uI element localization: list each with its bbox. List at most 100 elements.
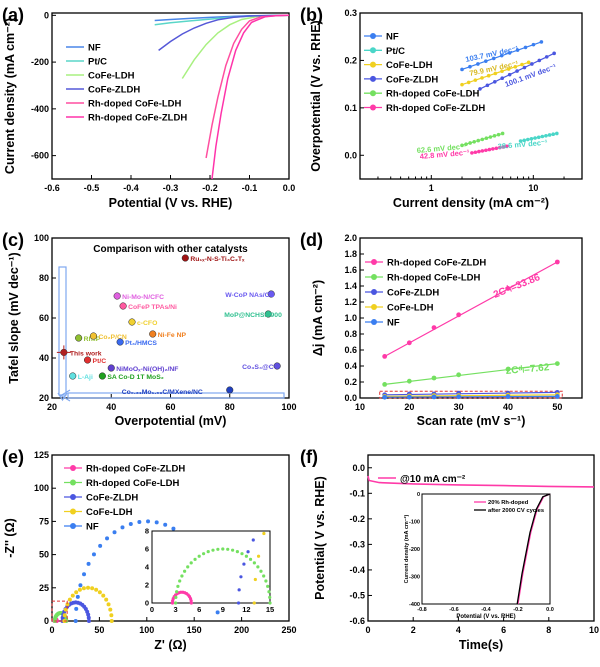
y-tick-label: 0.2 (344, 377, 357, 387)
data-point (107, 364, 115, 372)
data-point (101, 593, 106, 598)
y-tick-label: 80 (39, 273, 49, 283)
inset-data-point (189, 561, 193, 565)
data-point (486, 73, 491, 78)
y-tick-label: 0.3 (344, 8, 357, 18)
inset-y-tick-label: 0 (145, 599, 149, 608)
inset-data-point (180, 574, 184, 578)
x-tick-label: 0.0 (283, 183, 296, 193)
inset-data-point (242, 562, 246, 566)
legend-label: Rh-doped CoFe-ZLDH (387, 258, 486, 269)
inset-data-point (202, 552, 206, 556)
inset-data-point (259, 569, 263, 573)
chart-title: Comparison with other catalysts (93, 244, 248, 255)
data-point (513, 64, 518, 69)
panel-a: -0.6 -0.5 -0.4 -0.3 -0.2 -0.1 0.0 0 -200 -400 -600… (2, 5, 295, 210)
data-point (146, 519, 151, 524)
data-point (149, 330, 157, 338)
inset-data-point (235, 550, 239, 554)
data-point (163, 522, 168, 527)
inset-data-point (183, 569, 187, 573)
data-point (91, 552, 96, 557)
inset-y-tick-label: -400 (409, 602, 420, 608)
data-point (466, 80, 471, 85)
inset-legend-label: after 2000 CV cycles (488, 508, 544, 514)
inset-data-point (252, 601, 256, 605)
inset-data-point (253, 577, 257, 582)
data-point (86, 561, 91, 566)
data-point (505, 366, 511, 372)
y-tick-label: 0.8 (344, 329, 357, 339)
legend-label: Pt/C (386, 46, 405, 57)
y-tick-label: 0 (44, 10, 49, 20)
legend-marker (70, 508, 76, 515)
x-axis-label: Scan rate (mV s⁻¹) (417, 414, 526, 428)
inset-y-tick-label: -200 (409, 547, 420, 553)
data-point (491, 56, 496, 61)
data-point (473, 78, 478, 82)
data-point (492, 134, 497, 138)
x-axis-label: Z' (Ω) (154, 638, 186, 652)
inset-x-tick-label: 3 (174, 605, 178, 614)
y-axis-label: Potential( V vs. RHE) (313, 476, 327, 600)
data-point (526, 60, 531, 65)
legend-label: NF (88, 43, 101, 54)
data-point (537, 58, 542, 63)
y-tick-label: 1.8 (344, 249, 357, 259)
point-label: MoP@NCHSs-900 (224, 312, 282, 319)
inset-data-point (256, 565, 260, 569)
y-tick-label: 1.0 (344, 313, 357, 323)
legend-label: Rh-doped CoFe-ZLDH (86, 464, 185, 475)
inset-y-tick-label: 8 (145, 527, 149, 536)
inset-data-point (268, 601, 272, 605)
vertical-arrow (58, 266, 67, 396)
legend-label: @10 mA cm⁻² (400, 474, 466, 485)
legend-label: Rh-doped CoFe-LDH (86, 478, 180, 489)
y-tick-label: 0.0 (352, 463, 365, 473)
panel-label: (e) (2, 447, 24, 467)
legend-marker (70, 494, 76, 500)
y-tick-label: 100 (34, 483, 49, 493)
legend-marker (370, 90, 376, 97)
legend-label: CoFe-LDH (387, 303, 434, 314)
data-point (500, 76, 505, 81)
data-point (505, 286, 511, 291)
data-point (431, 325, 437, 330)
data-point (540, 134, 545, 139)
y-tick-label: 0.2 (344, 55, 357, 65)
point-label: W-CoP NAs/CC (225, 292, 274, 299)
point-label: c-CFO (137, 320, 157, 327)
data-point (215, 610, 220, 615)
y-tick-label: 1.4 (344, 281, 357, 291)
inset-data-point (174, 595, 178, 599)
data-point (488, 135, 493, 139)
data-point (470, 151, 474, 155)
x-tick-label: 0 (49, 625, 54, 635)
data-point (515, 48, 520, 52)
point-label: Ni-Fe NP (158, 332, 187, 339)
panel-c: 20 40 60 80 100 20 40 60 80 100 Overpotential (mV)… (2, 230, 297, 428)
legend-label: Rh-doped CoFe-LDH (386, 89, 480, 100)
y-tick-label: 0.1 (344, 103, 357, 113)
inset-data-point (197, 554, 201, 558)
legend-label: NF (387, 318, 400, 329)
fit-line (384, 395, 558, 398)
data-point (468, 64, 472, 69)
x-tick-label: -0.2 (202, 183, 218, 193)
data-point (552, 51, 556, 56)
inset-data-point (244, 554, 248, 558)
legend-marker (370, 61, 376, 68)
y-tick-label: 125 (34, 450, 49, 460)
point-label: Rh₂P (84, 336, 101, 343)
data-point (62, 613, 67, 618)
data-point (104, 597, 109, 602)
fit-line (384, 391, 558, 396)
data-point (109, 613, 114, 618)
data-point (491, 147, 495, 151)
data-point (515, 69, 519, 73)
inset-y-tick-label: -300 (409, 575, 420, 581)
zoom-box (51, 600, 68, 622)
data-point (536, 135, 541, 140)
data-point (554, 394, 560, 399)
data-point (496, 132, 501, 137)
